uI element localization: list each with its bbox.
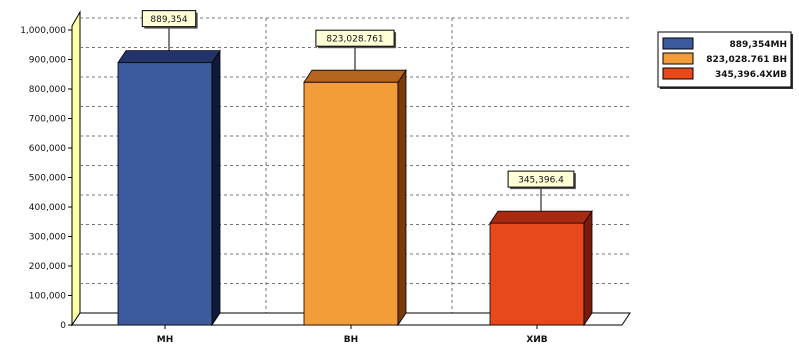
data-labels: 889,354 823,028.761 345,396.4 bbox=[141, 10, 576, 212]
bar-BH bbox=[303, 68, 407, 327]
legend: 889,354MH 823,028.761 BH 345,396.4ХИВ bbox=[657, 31, 793, 89]
x-tick-label: BH bbox=[344, 335, 358, 345]
y-tick-label: 100,000 bbox=[29, 292, 66, 302]
data-label-box bbox=[507, 170, 575, 188]
y-tick-label: 700,000 bbox=[29, 115, 66, 125]
data-label-value: 823,028.761 bbox=[326, 35, 383, 45]
chart-side-wall bbox=[71, 10, 81, 327]
legend-label: 823,028.761 BH bbox=[706, 55, 787, 65]
bar-front bbox=[489, 222, 585, 326]
x-tick-label: MH bbox=[157, 335, 174, 345]
data-label: 345,396.4 bbox=[507, 170, 576, 212]
y-tick-label: 600,000 bbox=[29, 144, 66, 154]
bars bbox=[117, 49, 593, 327]
y-axis-ticks: 0 100,000 200,000 300,000 400,000 500,000 600,… bbox=[20, 26, 72, 331]
bar-ХИВ bbox=[489, 209, 593, 327]
legend-label: 345,396.4ХИВ bbox=[715, 70, 787, 80]
y-tick-label: 200,000 bbox=[29, 262, 66, 272]
bar-top bbox=[303, 69, 407, 83]
y-tick-label: 500,000 bbox=[29, 174, 66, 184]
y-tick-label: 0 bbox=[60, 321, 66, 331]
bar-MH bbox=[117, 49, 221, 327]
chart-wall bbox=[71, 10, 81, 327]
legend-swatch bbox=[662, 37, 694, 50]
bar-top bbox=[117, 50, 221, 64]
y-tick-label: 400,000 bbox=[29, 203, 66, 213]
x-axis-categories: MH BH ХИВ bbox=[157, 325, 548, 345]
data-label-value: 345,396.4 bbox=[518, 176, 564, 186]
y-tick-label: 300,000 bbox=[29, 233, 66, 243]
legend-swatch bbox=[662, 67, 694, 80]
bar-side bbox=[397, 68, 407, 327]
bar-side bbox=[211, 49, 221, 327]
bar-front bbox=[303, 81, 399, 326]
y-tick-label: 800,000 bbox=[29, 85, 66, 95]
bar-top bbox=[489, 210, 593, 224]
y-tick-label: 900,000 bbox=[29, 56, 66, 66]
data-label: 823,028.761 bbox=[315, 29, 397, 71]
data-label-value: 889,354 bbox=[150, 15, 187, 25]
legend-label: 889,354MH bbox=[730, 40, 787, 50]
data-label-box bbox=[141, 10, 197, 28]
x-tick-label: ХИВ bbox=[526, 335, 547, 345]
bar-side bbox=[583, 209, 593, 327]
data-label-box bbox=[315, 29, 395, 47]
bar-front bbox=[117, 62, 213, 326]
legend-swatch bbox=[662, 52, 694, 65]
data-label: 889,354 bbox=[141, 10, 198, 51]
y-tick-label: 1,000,000 bbox=[20, 26, 66, 36]
